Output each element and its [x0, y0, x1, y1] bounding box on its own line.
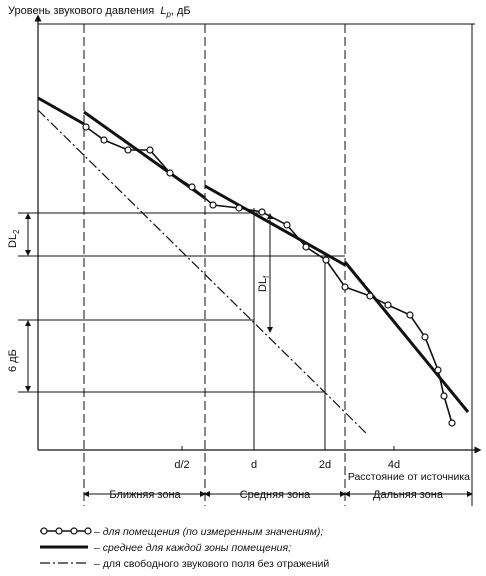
- 6db-label: 6 дБ: [7, 349, 19, 372]
- measured-point: [322, 256, 330, 264]
- zone-label-far: Дальняя зона: [373, 489, 444, 501]
- average-line-near-zone: [83, 110, 206, 200]
- zone-label-middle: Средняя зона: [240, 489, 312, 501]
- measured-point: [440, 392, 448, 400]
- legend-measured-marker: [55, 527, 63, 535]
- legend-free-field-label: – для свободного звукового поля без отра…: [94, 558, 329, 570]
- average-line-far-zone: [343, 261, 470, 413]
- measured-point: [366, 292, 374, 300]
- measured-point: [146, 146, 154, 154]
- legend-measured-marker: [84, 527, 92, 535]
- legend-average-label: – среднее для каждой зоны помещения;: [93, 542, 291, 554]
- measured-point: [434, 366, 442, 374]
- x-tick-d-half: d/2: [174, 459, 189, 471]
- measured-point: [283, 221, 291, 229]
- measured-point: [258, 208, 266, 216]
- average-line-middle-zone: [204, 184, 346, 267]
- legend-measured-label: – для помещения (по измеренным значениям…: [93, 526, 323, 538]
- legend-measured-marker: [40, 527, 48, 535]
- free-field-line: [37, 109, 367, 434]
- x-tick-d: d: [251, 459, 257, 471]
- measured-point: [188, 183, 196, 191]
- measured-point: [421, 333, 429, 341]
- measured-point: [166, 169, 174, 177]
- measured-point: [302, 243, 310, 251]
- x-tick-2d: 2d: [319, 459, 331, 471]
- measured-point: [235, 204, 243, 212]
- measured-point: [448, 419, 456, 427]
- measured-line: [85, 126, 453, 424]
- dl2-label: DL2: [7, 229, 21, 248]
- measured-point: [209, 201, 217, 209]
- legend-measured-marker: [70, 527, 78, 535]
- measured-point: [341, 283, 349, 291]
- legend: – для помещения (по измеренным значениям…: [40, 526, 329, 570]
- x-axis-title: Расстояние от источника: [348, 471, 470, 483]
- measured-point: [406, 311, 414, 319]
- x-tick-4d: 4d: [388, 459, 400, 471]
- measured-point: [100, 136, 108, 144]
- measured-point: [82, 123, 90, 131]
- measured-markers: [82, 123, 456, 427]
- average-line-pre-zone: [37, 96, 85, 126]
- dlf-label: DLf: [257, 275, 271, 292]
- measured-point: [384, 301, 392, 309]
- zone-label-near: Ближняя зона: [109, 489, 181, 501]
- y-axis-title: Уровень звукового давления Lp, дБ: [8, 5, 191, 19]
- measured-point: [124, 146, 132, 154]
